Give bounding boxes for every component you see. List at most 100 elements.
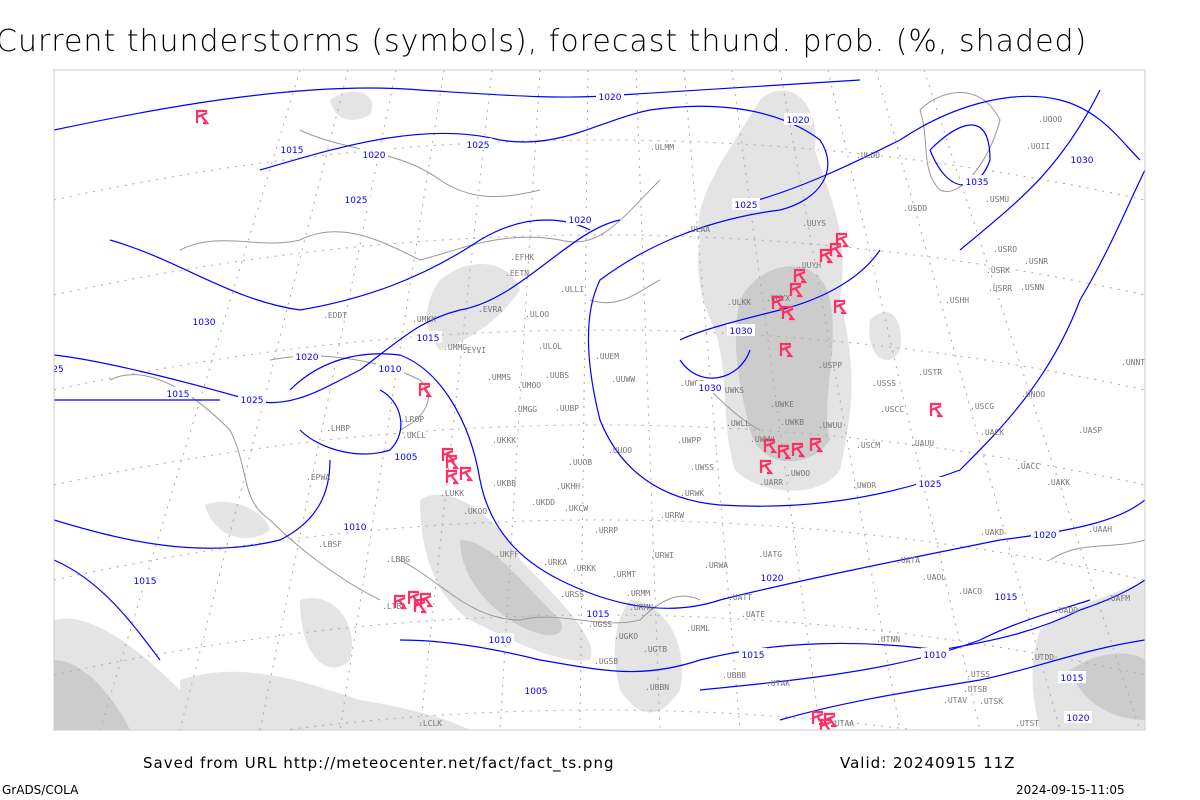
station-label: .UKDD (531, 498, 555, 507)
isobar-label: 1025 (467, 141, 490, 151)
station-label: .UUYS (802, 219, 826, 228)
station-label: .UWGG (680, 379, 704, 388)
isobar-label: 1025 (919, 480, 942, 490)
station-label: .USNR (1024, 257, 1048, 266)
station-label: .EVRA (478, 305, 502, 314)
station-label: .USSS (872, 379, 896, 388)
thunderstorm-icon (833, 299, 848, 315)
station-label: .USRR (988, 284, 1012, 293)
isobar-label: 1030 (699, 384, 722, 394)
isobar-label: 1015 (167, 390, 190, 400)
thunderstorm-icon (791, 442, 806, 458)
station-label: .UTNN (876, 635, 900, 644)
isobar-label: 1010 (924, 651, 947, 661)
parallel-line (54, 139, 1145, 201)
station-label: .LUKK (440, 489, 464, 498)
station-label: .UAKD (980, 528, 1004, 537)
isobar-label: 1015 (1061, 674, 1084, 684)
station-label: .UACO (958, 587, 982, 596)
isobar-label: 1025 (241, 396, 264, 406)
station-label: .UKHH (556, 482, 580, 491)
isobar-labels: 1020 1020 1015 1020 1025 1025 1020 1025 1035 1030… (54, 90, 1096, 724)
isobar-label-bg (739, 648, 767, 660)
station-label: .URWA (704, 561, 728, 570)
thunderstorm-icon (779, 342, 794, 358)
isobar-label-bg (916, 477, 944, 489)
meridian-line (579, 70, 589, 730)
isobar-label-bg (1064, 711, 1092, 723)
station-label: .LCLK (418, 719, 442, 728)
station-label: .UTDD (1030, 653, 1054, 662)
station-label: .UTAV (943, 696, 967, 705)
station-label: .URRP (594, 526, 618, 535)
shaded-area (614, 600, 682, 713)
station-label: .UMKK (412, 315, 436, 324)
station-label: .URKA (543, 558, 567, 567)
station-label: .EPWA (306, 473, 330, 482)
station-label: .UBBN (645, 683, 669, 692)
meridian-line (419, 70, 493, 730)
isobar-line (54, 459, 331, 549)
station-label: .UGSB (594, 657, 618, 666)
isobar-line (779, 639, 1145, 721)
station-label: .URWK (680, 489, 704, 498)
isobar-label: 1015 (281, 146, 304, 156)
isobar-label-bg (278, 143, 306, 155)
coastline (919, 92, 1001, 193)
station-label: .EDDT (323, 311, 347, 320)
station-label: .EYVI (462, 346, 486, 355)
isobar-label-bg (376, 362, 404, 374)
station-label: .UMGG (513, 405, 537, 414)
isobar-label: 1025 (735, 201, 758, 211)
isobar-line (54, 79, 861, 131)
station-label: .LROP (400, 415, 424, 424)
station-label: .UUOB (568, 458, 592, 467)
thunderstorm-icon (459, 466, 474, 482)
station-label: .UMMS (487, 373, 511, 382)
isobar-label: 1005 (395, 453, 418, 463)
thunderstorm-icon (777, 444, 792, 460)
isobar-label: 1020 (599, 93, 622, 103)
station-label: .USDD (903, 204, 927, 213)
isobar-label-bg (342, 193, 370, 205)
meridian-line (259, 70, 397, 730)
station-label: .UTAK (766, 679, 790, 688)
station-label: .UTSK (979, 697, 1003, 706)
isobar-label-bg (164, 387, 192, 399)
station-label: .UTAA (830, 719, 854, 728)
station-label: .UMMG (443, 343, 467, 352)
isobar-label-bg (190, 315, 218, 327)
station-label: .USTR (918, 368, 942, 377)
isobar-label: 1020 (363, 151, 386, 161)
station-label: .URWI (650, 551, 674, 560)
station-label: .UBBB (722, 671, 746, 680)
isobar-label-bg (414, 331, 442, 343)
station-label: .USPP (818, 361, 842, 370)
station-label: .UACC (1016, 462, 1040, 471)
isobar-label-bg (584, 607, 612, 619)
isobar-label-bg (566, 213, 594, 225)
isobar-label: 1015 (417, 334, 440, 344)
isobar-label-bg (341, 520, 369, 532)
station-label: .UWOO (786, 469, 810, 478)
map-title: Current thunderstorms (symbols), forecas… (0, 24, 1088, 59)
station-label: .USMU (985, 195, 1009, 204)
station-label: .UKBB (492, 479, 516, 488)
coastline (399, 559, 701, 624)
station-label: .EETN (505, 269, 529, 278)
station-label: .EFHK (510, 253, 534, 262)
thunderstorm-icon (789, 282, 804, 298)
station-label: .USCC (880, 405, 904, 414)
isobar-label: 1020 (761, 574, 784, 584)
isobar-label-bg (464, 138, 492, 150)
station-label: .ULOL (538, 342, 562, 351)
station-label: .UNNT (1121, 358, 1145, 367)
shaded-area (330, 91, 372, 120)
shaded-area (460, 540, 562, 635)
station-label: .UKLL (402, 431, 426, 440)
thunderstorm-icon (763, 438, 778, 454)
station-label: .UOII (1026, 142, 1050, 151)
station-label: .UNOO (1021, 390, 1045, 399)
station-label: .UGKO (614, 632, 638, 641)
